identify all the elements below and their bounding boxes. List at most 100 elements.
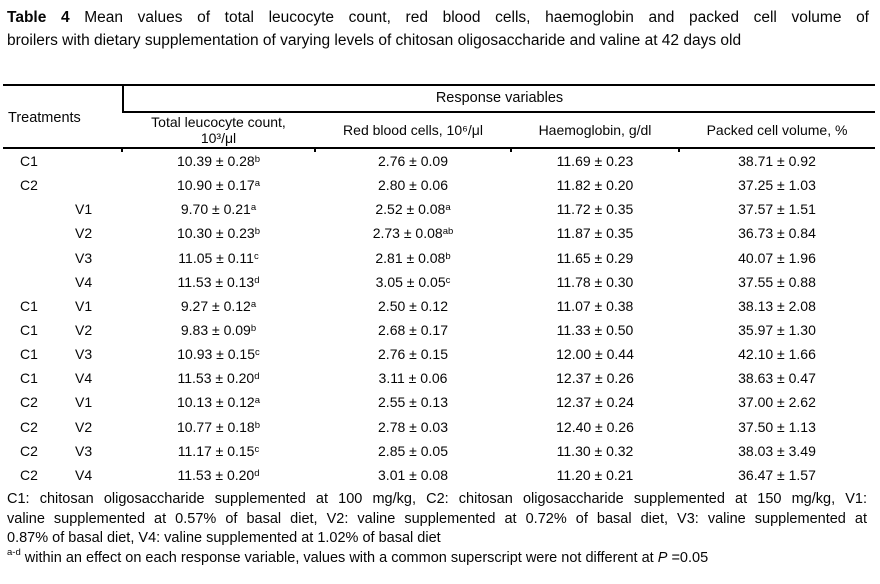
value-cell: 2.76 ± 0.09	[378, 153, 448, 170]
treatment-cell: C2 V4	[20, 466, 93, 483]
footnote: C1: chitosan oligosaccharide supplemente…	[7, 490, 867, 568]
value-cell: 10.93 ± 0.15 c	[177, 346, 260, 363]
table-row: C1 V1 9.27 ± 0.12 a 2.50 ± 0.12 11.07 ± 0.38 3…	[3, 294, 875, 318]
value-cell: 38.63 ± 0.47	[738, 370, 816, 387]
treatment-cell: C1 V1	[20, 297, 93, 314]
value-cell: 11.82 ± 0.20	[556, 177, 634, 194]
value-cell: 37.25 ± 1.03	[738, 177, 816, 194]
value-cell: 2.52 ± 0.08 a	[375, 201, 451, 218]
value-cell: 2.85 ± 0.05	[378, 442, 448, 459]
table-title-line1: Table 4 Mean values of total leucocyte c…	[7, 6, 869, 29]
table-row: C2 V3 11.17 ± 0.15 c 2.85 ± 0.05 11.30 ± 0.32…	[3, 439, 875, 463]
column-header-leucocyte: Total leucocyte count, 10³/μl	[122, 113, 315, 147]
treatment-cell: C1	[20, 153, 38, 170]
column-header-leucocyte-line2: 10³/μl	[200, 130, 237, 146]
table-row: V2 10.30 ± 0.23 b 2.73 ± 0.08 ab 11.87 ± 0.35…	[3, 221, 875, 245]
value-cell: 11.20 ± 0.21	[556, 466, 634, 483]
value-cell: 10.90 ± 0.17 a	[176, 177, 261, 194]
table-title-line2: broilers with dietary supplementation of…	[7, 32, 742, 49]
footnote-line: 0.87% of basal diet, V4: valine suppleme…	[7, 530, 441, 546]
value-cell: 11.78 ± 0.30	[556, 273, 634, 290]
column-header-rbc: Red blood cells, 10⁶/μl	[315, 113, 511, 147]
value-cell: 10.39 ± 0.28 b	[176, 153, 261, 170]
table-row: C1 V3 10.93 ± 0.15 c 2.76 ± 0.15 12.00 ± 0.44…	[3, 342, 875, 366]
value-cell: 9.70 ± 0.21 a	[180, 201, 257, 218]
treatment-cell: C1 V3	[20, 346, 93, 363]
value-cell: 11.53 ± 0.13 d	[177, 273, 260, 290]
value-cell: 11.07 ± 0.38	[556, 297, 634, 314]
value-cell: 36.47 ± 1.57	[738, 466, 816, 483]
significance-threshold: =0.05	[667, 549, 709, 566]
column-divider-tick	[314, 149, 316, 152]
table-row: C2 V1 10.13 ± 0.12 a 2.55 ± 0.13 12.37 ± 0.24…	[3, 390, 875, 414]
treatment-cell: C1 V4	[20, 370, 93, 387]
significance-text: within an effect on each response variab…	[20, 549, 658, 566]
value-cell: 11.87 ± 0.35	[556, 225, 634, 242]
value-cell: 12.40 ± 0.26	[556, 418, 634, 435]
value-cell: 12.00 ± 0.44	[556, 346, 634, 363]
value-cell: 10.13 ± 0.12 a	[176, 394, 261, 411]
table-top-rule	[3, 84, 875, 86]
value-cell: 2.55 ± 0.13	[378, 394, 448, 411]
value-cell: 2.78 ± 0.03	[378, 418, 448, 435]
value-cell: 9.27 ± 0.12 a	[180, 297, 257, 314]
significance-superscript: a-d	[7, 546, 21, 558]
treatment-cell: V4	[75, 273, 93, 290]
column-header-pcv: Packed cell volume, %	[679, 113, 875, 147]
table-row: V4 11.53 ± 0.13 d 3.05 ± 0.05 c 11.78 ± 0.30 3…	[3, 270, 875, 294]
treatment-cell: C1 V2	[20, 322, 93, 339]
data-table: Response variables Treatments Total leuc…	[3, 84, 875, 487]
value-cell: 3.01 ± 0.08	[378, 466, 448, 483]
value-cell: 3.05 ± 0.05 c	[375, 273, 451, 290]
value-cell: 37.55 ± 0.88	[738, 273, 816, 290]
column-divider-tick	[510, 149, 512, 152]
value-cell: 2.81 ± 0.08 b	[375, 249, 451, 266]
value-cell: 10.77 ± 0.18 b	[176, 418, 261, 435]
value-cell: 38.03 ± 3.49	[738, 442, 816, 459]
table-number-label: Table 4	[7, 9, 70, 26]
value-cell: 2.76 ± 0.15	[378, 346, 448, 363]
treatment-cell: C2 V3	[20, 442, 93, 459]
value-cell: 11.05 ± 0.11 c	[178, 249, 259, 266]
response-variables-header: Response variables	[122, 86, 875, 113]
column-header-haemoglobin: Haemoglobin, g/dl	[511, 113, 679, 147]
treatment-cell: V3	[75, 249, 93, 266]
value-cell: 11.30 ± 0.32	[556, 442, 634, 459]
value-cell: 42.10 ± 1.66	[738, 346, 816, 363]
value-cell: 11.69 ± 0.23	[556, 153, 634, 170]
value-cell: 2.68 ± 0.17	[378, 322, 448, 339]
footnote-line: C1: chitosan oligosaccharide supplemente…	[7, 491, 867, 507]
value-cell: 11.17 ± 0.15 c	[177, 442, 260, 459]
table-row: C1 10.39 ± 0.28 b 2.76 ± 0.09 11.69 ± 0.23 38…	[3, 149, 875, 173]
value-cell: 11.72 ± 0.35	[556, 201, 634, 218]
table-row: C2 10.90 ± 0.17 a 2.80 ± 0.06 11.82 ± 0.20 37…	[3, 173, 875, 197]
value-cell: 38.13 ± 2.08	[738, 297, 816, 314]
value-cell: 12.37 ± 0.26	[556, 370, 634, 387]
column-header-row: Total leucocyte count, 10³/μl Red blood …	[3, 113, 875, 149]
value-cell: 37.00 ± 2.62	[738, 394, 816, 411]
value-cell: 37.50 ± 1.13	[738, 418, 816, 435]
value-cell: 37.57 ± 1.51	[738, 201, 816, 218]
column-header-pcv-label: Packed cell volume, %	[706, 121, 848, 138]
table-title-text: Mean values of total leucocyte count, re…	[84, 9, 869, 26]
value-cell: 10.30 ± 0.23 b	[176, 225, 261, 242]
treatments-header: Treatments	[8, 110, 81, 126]
treatment-cell: C2 V1	[20, 394, 93, 411]
treatment-cell: C2	[20, 177, 38, 194]
value-cell: 11.53 ± 0.20 d	[177, 466, 260, 483]
treatment-cell: C2 V2	[20, 418, 93, 435]
table-row: V1 9.70 ± 0.21 a 2.52 ± 0.08 a 11.72 ± 0.35 37…	[3, 197, 875, 221]
column-header-leucocyte-line1: Total leucocyte count,	[151, 113, 286, 130]
significance-note: a-d within an effect on each response va…	[7, 546, 867, 569]
value-cell: 11.65 ± 0.29	[556, 249, 634, 266]
value-cell: 11.53 ± 0.20 d	[177, 370, 260, 387]
value-cell: 2.80 ± 0.06	[378, 177, 448, 194]
treatment-cell: V2	[75, 225, 93, 242]
table-body: C1 10.39 ± 0.28 b 2.76 ± 0.09 11.69 ± 0.23 38…	[3, 149, 875, 487]
value-cell: 11.33 ± 0.50	[556, 322, 634, 339]
p-value-symbol: P	[657, 549, 668, 566]
value-cell: 9.83 ± 0.09 b	[180, 322, 257, 339]
value-cell: 36.73 ± 0.84	[738, 225, 816, 242]
table-row: C1 V4 11.53 ± 0.20 d 3.11 ± 0.06 12.37 ± 0.26…	[3, 366, 875, 390]
